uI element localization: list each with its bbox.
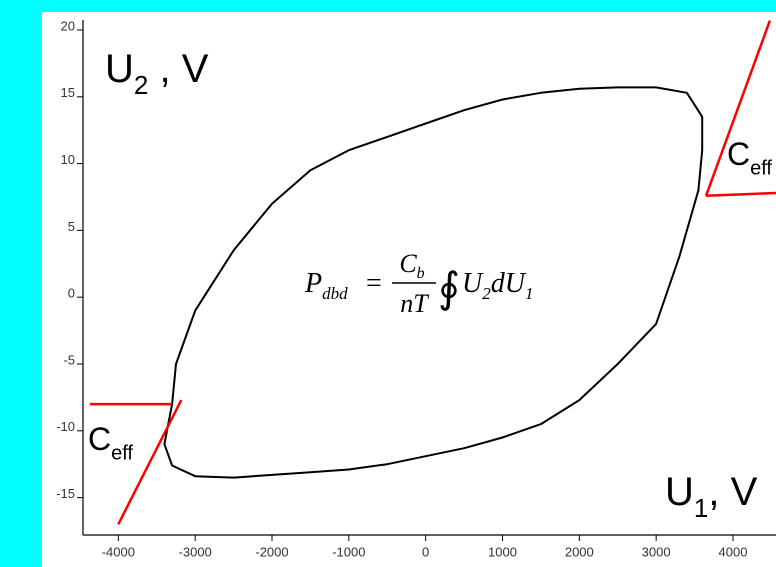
formula-integral: ∮	[438, 263, 460, 312]
formula-u: U	[462, 268, 484, 299]
formula-lhs: Pdbd	[304, 268, 348, 303]
x-tick-label: 4000	[719, 544, 748, 559]
annotation-main: U	[665, 470, 694, 514]
annotation-sub: 1	[694, 493, 708, 523]
x-tick-label: 0	[422, 544, 429, 559]
plot-panel	[42, 12, 776, 567]
annotation: U2 , V	[105, 47, 209, 100]
annotation-sub: 2	[134, 70, 148, 100]
annotation-main: C	[727, 136, 750, 172]
y-tick-label: 5	[68, 219, 75, 234]
formula-eq: =	[366, 268, 382, 299]
y-tick-label: 0	[68, 286, 75, 301]
annotation-sub: eff	[111, 443, 133, 465]
formula-num: Cb	[399, 249, 424, 282]
formula-du-sub: 1	[525, 284, 534, 303]
x-tick-label: -2000	[255, 544, 288, 559]
y-tick-label: 20	[61, 18, 75, 33]
x-tick-label: -1000	[332, 544, 365, 559]
y-tick-label: -10	[56, 419, 75, 434]
annotation-main: U	[105, 47, 134, 91]
formula-c: C	[399, 249, 417, 278]
annotation-tail: , V	[708, 470, 757, 514]
y-tick-label: 15	[61, 85, 75, 100]
formula-rhs: U2dU1	[462, 268, 533, 303]
y-tick-label: -15	[56, 486, 75, 501]
x-tick-label: 1000	[488, 544, 517, 559]
annotation-tail: , V	[148, 47, 208, 91]
annotation-sub: eff	[750, 158, 772, 180]
formula-p-sub: dbd	[322, 284, 348, 303]
annotation: U1, V	[665, 470, 758, 523]
annotation: Ceff	[727, 136, 772, 180]
y-tick-label: 10	[61, 152, 75, 167]
formula-c-sub: b	[417, 265, 425, 282]
annotation: Ceff	[88, 421, 133, 465]
formula-u-sub: 2	[482, 284, 491, 303]
formula-den: nT	[400, 289, 429, 318]
x-tick-label: -4000	[102, 544, 135, 559]
formula-du: dU	[491, 268, 527, 299]
annotation-main: C	[88, 421, 111, 457]
x-tick-label: -3000	[179, 544, 212, 559]
y-tick-label: -5	[63, 352, 75, 367]
x-tick-label: 3000	[642, 544, 671, 559]
formula-p: P	[304, 268, 322, 299]
x-tick-label: 2000	[565, 544, 594, 559]
loop-line	[163, 86, 704, 479]
tangent-line	[89, 20, 776, 525]
